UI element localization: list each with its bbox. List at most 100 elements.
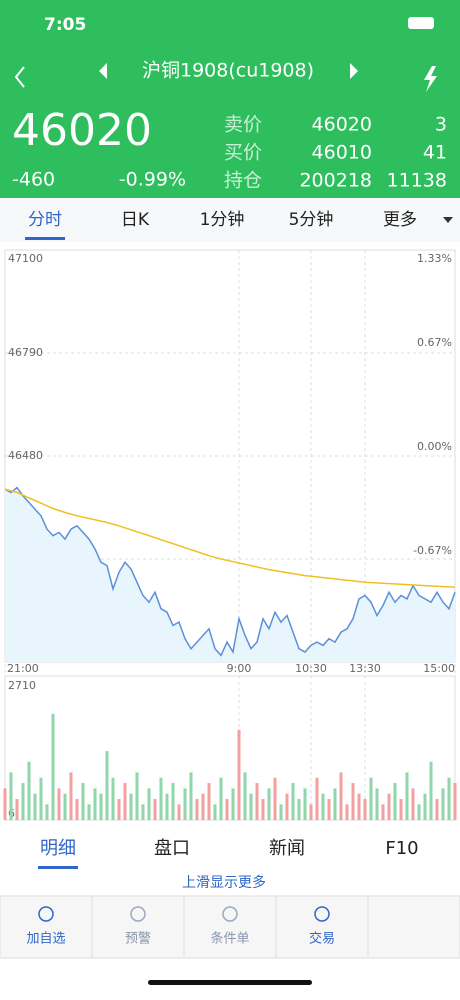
flash-button[interactable]	[424, 66, 437, 92]
volume-bar	[153, 799, 157, 820]
toolbar-items: 加自选 预警 条件单 交易	[26, 896, 369, 958]
volume-bar	[285, 793, 289, 820]
volume-bar	[3, 788, 7, 820]
x-tick-label: 13:30	[349, 662, 381, 675]
y-tick-label: 46480	[8, 449, 43, 462]
volume-bar	[69, 772, 73, 820]
y-tick-label: 46790	[8, 346, 43, 359]
volume-bar	[441, 788, 445, 820]
volume-bar	[315, 777, 319, 820]
price-line	[4, 486, 456, 657]
volume-bar	[177, 804, 181, 820]
volume-tick-label: 2710	[8, 679, 36, 692]
toolbar-item[interactable]: 预警	[125, 931, 151, 947]
back-button[interactable]	[14, 66, 25, 88]
bottom-tab[interactable]: 盘口	[154, 838, 190, 859]
tab[interactable]: 更多	[383, 210, 417, 230]
quote-qty: 3	[435, 114, 447, 136]
y2-tick-label: 0.00%	[417, 440, 452, 453]
quote-value: 46010	[312, 142, 372, 164]
quotes: 卖价 46020 3 买价 46010 41 持仓 200218 11138	[224, 114, 447, 192]
quote-qty: 11138	[387, 170, 447, 192]
volume-bar	[435, 799, 439, 820]
toolbar-item[interactable]: 加自选	[26, 932, 65, 947]
change: -460	[12, 169, 55, 191]
volume-bar	[345, 804, 349, 820]
volume-bar	[45, 804, 49, 820]
volume-bar	[111, 777, 115, 820]
tab[interactable]: 1分钟	[200, 210, 245, 230]
next-button[interactable]	[350, 63, 358, 79]
tab[interactable]: 5分钟	[289, 210, 334, 230]
volume-bar	[405, 772, 409, 820]
volume-bar	[15, 799, 19, 820]
toolbar-icon	[314, 906, 330, 922]
toolbar-icon	[130, 906, 146, 922]
volume-bar	[339, 772, 343, 820]
home-indicator	[148, 980, 312, 985]
nav-title: 沪铜1908(cu1908)	[142, 60, 314, 82]
volume-bar	[447, 777, 451, 820]
more-arrow	[443, 217, 453, 223]
bottom-tab[interactable]: 明细	[40, 838, 76, 859]
tabs: 分时 日K 1分钟 5分钟 更多	[25, 210, 417, 240]
volume-bar	[51, 713, 55, 820]
tab[interactable]: 分时	[28, 210, 62, 230]
toolbar	[0, 895, 460, 959]
last-price: 46020	[12, 105, 152, 156]
bottom-tab-underline	[38, 866, 78, 869]
volume-bar	[291, 783, 295, 820]
volume-bar	[429, 761, 433, 820]
volume-bar	[87, 804, 91, 820]
volume-bar	[231, 788, 235, 820]
volume-bar	[351, 783, 355, 820]
volume-bar	[309, 804, 313, 820]
volume-bar	[453, 783, 457, 820]
quote-value: 46020	[312, 114, 372, 136]
volume-bar	[261, 799, 265, 820]
volume-bar	[201, 793, 205, 820]
volume-bar	[99, 793, 103, 820]
y-tick-label: 47100	[8, 252, 43, 265]
toolbar-icon	[222, 906, 238, 922]
tab[interactable]: 日K	[121, 210, 150, 230]
volume-bar	[273, 777, 277, 820]
tab-bar	[0, 198, 460, 242]
volume-bar	[381, 804, 385, 820]
volume-bar	[303, 788, 307, 820]
quote-qty: 41	[423, 142, 447, 164]
volume-bar	[75, 799, 79, 820]
volume-bar	[297, 799, 301, 820]
volume-bar	[63, 793, 67, 820]
quote-label: 买价	[224, 142, 262, 164]
battery	[408, 17, 434, 29]
volume-bar	[117, 799, 121, 820]
volume-bar	[357, 793, 361, 820]
prev-button[interactable]	[99, 63, 107, 79]
quote-value: 200218	[299, 170, 372, 192]
volume-bar	[399, 799, 403, 820]
volume-bar	[141, 804, 145, 820]
y2-tick-label: 0.67%	[417, 336, 452, 349]
toolbar-item[interactable]: 交易	[309, 931, 335, 947]
volume-bar	[225, 799, 229, 820]
volume-bar	[237, 729, 241, 820]
volume-bar	[195, 799, 199, 820]
volume-bar	[213, 804, 217, 820]
bottom-tab[interactable]: F10	[385, 838, 418, 859]
volume-bar	[21, 783, 25, 820]
bottom-tab[interactable]: 新闻	[269, 838, 305, 859]
toolbar-item[interactable]: 条件单	[210, 931, 249, 947]
volume-bar	[423, 793, 427, 820]
volume-bar	[333, 788, 337, 820]
x-tick-label: 15:00	[423, 662, 455, 675]
more-hint: 上滑显示更多	[182, 874, 266, 891]
volume-bar	[93, 788, 97, 820]
volume-bar	[129, 793, 133, 820]
x-tick-label: 9:00	[227, 662, 252, 675]
quote-label: 持仓	[224, 170, 262, 192]
x-tick-label: 10:30	[295, 662, 327, 675]
bottom-tabs: 明细 盘口 新闻 F10	[38, 838, 419, 869]
x-tick-label: 21:00	[7, 662, 39, 675]
